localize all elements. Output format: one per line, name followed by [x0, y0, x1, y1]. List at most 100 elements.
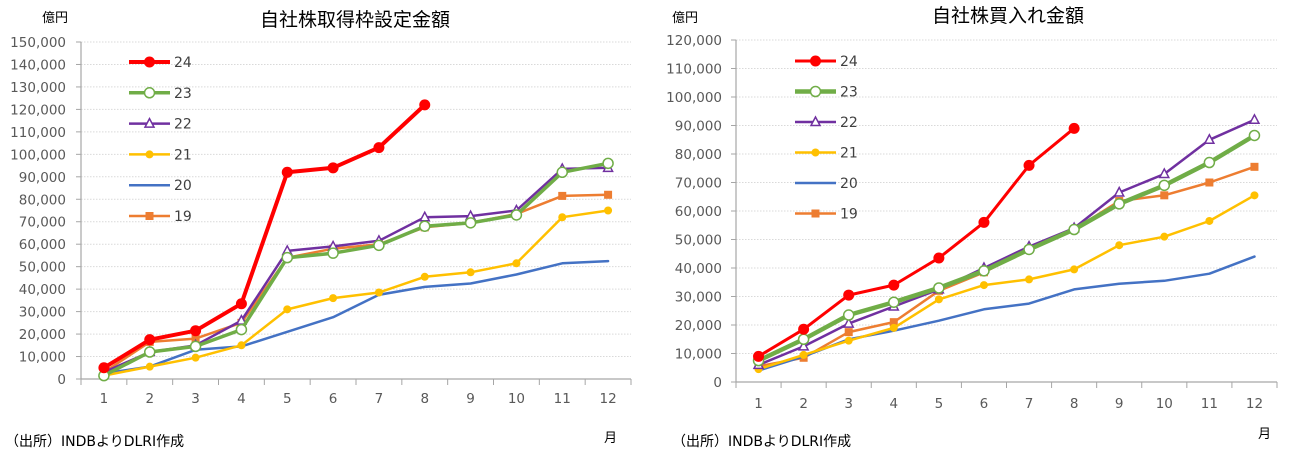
- y-tick-label: 120,000: [666, 33, 722, 49]
- legend-item-19: 19: [795, 207, 858, 223]
- series-line-22: [757, 118, 1256, 367]
- x-axis-unit: 月: [604, 431, 617, 446]
- source-note: （出所）INDBよりDLRI作成: [672, 434, 851, 450]
- legend-label: 21: [840, 146, 858, 162]
- legend-marker: [809, 85, 822, 98]
- gridlines: [81, 41, 631, 358]
- source-note: （出所）INDBよりDLRI作成: [5, 434, 184, 450]
- data-point-21: [844, 336, 853, 345]
- legend-label: 20: [174, 178, 192, 194]
- y-tick-labels: 0 10,000 20,000 30,000 40,000 50,000 60,000 70,…: [10, 35, 66, 388]
- x-tick-label: 4: [237, 391, 246, 407]
- y-tick-label: 60,000: [19, 237, 66, 253]
- data-point-23: [419, 220, 431, 232]
- x-tick-labels: 1 2 3 4 5 6 7 8 9 10 11 12: [754, 396, 1263, 412]
- data-point-21: [283, 305, 292, 314]
- y-axis-unit: 億円: [42, 10, 68, 26]
- legend-label: 24: [840, 54, 858, 70]
- data-point-23: [510, 209, 523, 221]
- data-point-21: [191, 353, 200, 362]
- data-point-23: [1113, 198, 1125, 210]
- data-point-24: [1023, 159, 1035, 171]
- chart-title: 自社株買入れ金額: [932, 5, 1084, 27]
- data-point-24: [98, 362, 110, 374]
- series-21: [754, 191, 1259, 374]
- data-point-21: [1160, 232, 1169, 241]
- series-lines: [98, 99, 614, 382]
- y-tick-label: 20,000: [19, 327, 66, 343]
- data-point-21: [604, 206, 613, 215]
- y-tick-label: 60,000: [675, 204, 722, 220]
- y-tick-label: 50,000: [675, 233, 722, 249]
- series-line-23: [756, 133, 1257, 363]
- x-tick-label: 10: [508, 391, 525, 407]
- data-point-24: [144, 334, 156, 346]
- legend-item-22: 22: [129, 117, 192, 133]
- data-point-23: [144, 346, 156, 358]
- axes: [76, 41, 632, 385]
- data-point-22: [1113, 185, 1125, 197]
- data-point-24: [235, 298, 247, 310]
- data-point-19: [558, 191, 567, 200]
- data-point-22: [1203, 133, 1216, 144]
- data-point-21: [558, 213, 567, 222]
- y-tick-label: 0: [713, 375, 722, 391]
- y-tick-label: 150,000: [10, 35, 66, 51]
- data-point-21: [799, 350, 808, 359]
- data-point-24: [327, 162, 339, 174]
- legend-item-23: 23: [795, 85, 858, 101]
- data-point-24: [843, 289, 855, 301]
- legend-marker: [809, 115, 822, 127]
- y-tick-label: 70,000: [675, 176, 722, 192]
- legend-marker: [145, 212, 154, 220]
- x-axis-unit: 月: [1258, 427, 1271, 442]
- series-line-23: [102, 161, 610, 378]
- data-point-24: [419, 99, 431, 111]
- x-tick-label: 7: [1025, 396, 1034, 412]
- data-point-21: [889, 323, 898, 332]
- data-point-22: [1248, 113, 1261, 125]
- data-point-24: [933, 252, 945, 264]
- data-point-24: [281, 166, 293, 178]
- data-point-21: [1250, 191, 1259, 200]
- data-point-21: [145, 362, 154, 371]
- y-tick-label: 50,000: [19, 260, 66, 276]
- series-23: [752, 129, 1261, 367]
- data-point-21: [512, 259, 521, 268]
- series-line-19: [757, 165, 1256, 368]
- x-tick-labels: 1 2 3 4 5 6 7 8 9 10 11 12: [100, 391, 617, 407]
- data-point-22: [842, 316, 855, 328]
- x-tick-label: 11: [1201, 396, 1218, 412]
- data-point-24: [888, 279, 900, 291]
- series-line-19: [102, 193, 610, 374]
- y-tick-label: 120,000: [10, 102, 66, 118]
- x-tick-label: 5: [935, 396, 944, 412]
- legend-marker: [811, 148, 820, 157]
- series-24: [98, 99, 431, 374]
- data-point-21: [1070, 265, 1079, 274]
- x-tick-label: 6: [980, 396, 989, 412]
- data-point-23: [1023, 243, 1035, 256]
- data-point-24: [190, 325, 202, 337]
- legend: 24 23 22 21 20 19: [129, 55, 192, 225]
- series-line-24: [101, 102, 427, 370]
- data-point-23: [281, 251, 293, 264]
- legend-marker: [145, 150, 154, 159]
- y-tick-label: 10,000: [675, 347, 722, 363]
- x-tick-label: 3: [844, 396, 853, 412]
- data-point-23: [602, 157, 614, 170]
- y-tick-label: 40,000: [19, 282, 66, 298]
- data-point-24: [753, 350, 765, 362]
- legend-label: 24: [174, 55, 192, 71]
- x-tick-label: 11: [554, 391, 571, 407]
- legend-item-20: 20: [129, 178, 192, 194]
- legend-marker: [144, 56, 155, 68]
- legend-label: 23: [840, 85, 858, 101]
- chart-title: 自社株取得枠設定金額: [260, 9, 450, 31]
- data-point-21: [1205, 216, 1214, 225]
- data-point-23: [373, 239, 385, 252]
- x-tick-label: 5: [283, 391, 292, 407]
- series-24: [753, 122, 1080, 362]
- axes: [731, 39, 1278, 388]
- data-point-23: [235, 323, 248, 336]
